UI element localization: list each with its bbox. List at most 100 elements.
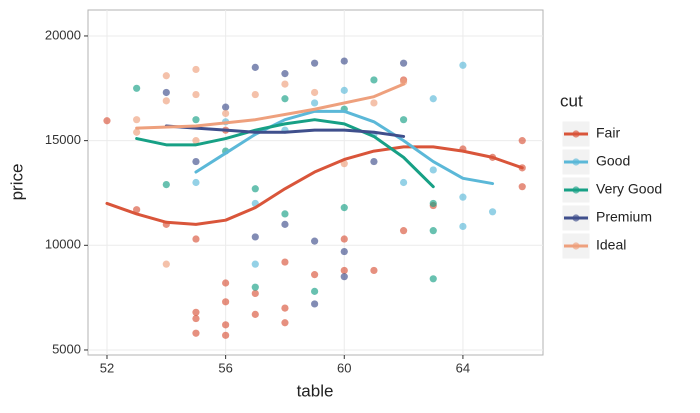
point <box>133 116 141 124</box>
legend-label: Ideal <box>596 237 626 253</box>
legend-label: Premium <box>596 209 652 225</box>
point <box>162 72 170 80</box>
point <box>399 116 408 124</box>
smooth-line <box>135 82 406 130</box>
point <box>340 273 348 281</box>
point <box>133 84 141 92</box>
point <box>429 227 437 235</box>
point <box>281 304 289 312</box>
point <box>251 233 259 241</box>
point <box>192 308 200 316</box>
y-tick-label: 15000 <box>45 132 81 147</box>
x-tick-label: 64 <box>456 360 470 375</box>
point <box>192 65 200 74</box>
point <box>192 329 200 337</box>
smooth-line <box>164 124 406 138</box>
point <box>251 310 259 318</box>
point <box>488 208 497 216</box>
point <box>399 59 408 67</box>
smooth-line <box>135 118 435 189</box>
legend-title: cut <box>560 91 583 110</box>
legend-label: Fair <box>596 125 620 141</box>
point <box>281 319 289 327</box>
x-tick-label: 56 <box>218 360 232 375</box>
point <box>222 103 230 111</box>
point <box>370 99 378 107</box>
point <box>311 88 319 97</box>
point <box>222 331 230 339</box>
point <box>429 199 437 208</box>
y-tick-label: 10000 <box>45 237 81 252</box>
point <box>222 298 230 306</box>
point <box>429 275 437 283</box>
point <box>192 90 200 99</box>
x-axis-title: table <box>297 381 334 400</box>
point <box>222 279 230 287</box>
point <box>162 180 170 189</box>
point <box>340 266 348 275</box>
legend-swatch-point <box>572 242 580 250</box>
point <box>370 76 378 84</box>
point <box>192 178 200 187</box>
point <box>192 116 200 124</box>
point <box>162 88 170 97</box>
point <box>340 86 348 94</box>
legend-label: Good <box>596 153 630 169</box>
point <box>311 300 319 308</box>
x-tick-label: 60 <box>337 360 351 375</box>
point <box>459 61 467 69</box>
point <box>399 178 408 187</box>
y-tick-label: 5000 <box>52 341 81 356</box>
point <box>459 193 467 201</box>
point <box>251 185 259 193</box>
smooth-line <box>194 109 495 186</box>
point <box>311 237 319 245</box>
point <box>399 227 408 235</box>
legend-swatch-point <box>572 186 580 194</box>
point <box>281 70 289 78</box>
point <box>340 247 348 256</box>
y-tick-label: 20000 <box>45 27 81 42</box>
point <box>162 97 170 105</box>
point <box>281 210 289 218</box>
point <box>192 137 200 145</box>
point <box>162 260 170 268</box>
legend-swatch-point <box>572 214 580 222</box>
smooth-line <box>105 145 524 226</box>
y-axis-title: price <box>7 164 26 201</box>
point <box>251 283 259 291</box>
point <box>518 137 526 145</box>
point <box>311 99 319 107</box>
point <box>103 117 111 125</box>
point <box>340 204 348 212</box>
legend-label: Very Good <box>596 181 662 197</box>
point <box>281 220 289 228</box>
point <box>370 266 378 275</box>
point <box>311 287 319 295</box>
legend-swatch-point <box>572 158 580 166</box>
point <box>251 90 259 99</box>
point <box>429 166 437 174</box>
point <box>133 206 141 214</box>
point <box>222 109 230 118</box>
point <box>340 235 348 243</box>
point <box>222 321 230 329</box>
point <box>251 260 259 268</box>
point <box>459 222 467 231</box>
point <box>192 157 200 166</box>
point <box>311 59 319 67</box>
x-tick-label: 52 <box>100 360 114 375</box>
point <box>340 57 348 65</box>
point <box>370 157 378 166</box>
legend-swatch-point <box>572 130 580 138</box>
point <box>251 63 259 71</box>
point <box>251 289 259 298</box>
point <box>518 183 526 191</box>
point <box>133 128 141 136</box>
point <box>192 314 200 323</box>
point <box>281 80 289 88</box>
point <box>281 95 289 103</box>
point <box>192 235 200 243</box>
point <box>311 271 319 279</box>
